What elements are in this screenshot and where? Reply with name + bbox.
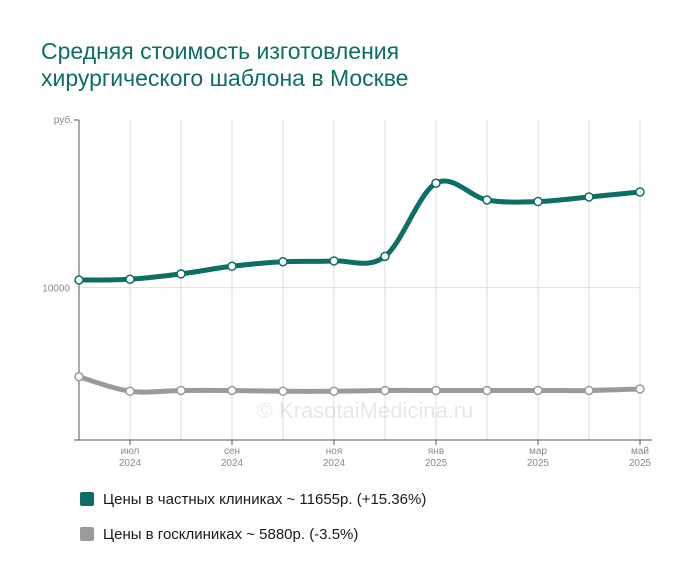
data-point-public [380,385,390,396]
data-point-public [584,385,594,396]
x-tick-label-month: янв [428,446,444,457]
x-tick-label-month: мар [529,446,547,457]
legend-label-private: Цены в частных клиниках ~ 11655р. (+15.3… [103,490,427,508]
x-tick-label-year: 2024 [221,458,244,469]
data-point-private [176,269,186,279]
x-tick-label-year: 2024 [119,458,142,469]
data-point-private [329,256,339,266]
data-point-private [431,178,441,188]
x-tick-label-month: июл [121,446,140,457]
chart-title-line-1: Средняя стоимость изготовления [41,38,400,64]
x-tick-label-month: ноя [326,446,343,457]
x-tick-label-year: 2024 [323,458,346,469]
data-point-private [74,275,84,285]
data-point-public [482,385,492,396]
x-tick-label-year: 2025 [527,458,550,469]
data-point-private [584,192,594,202]
legend-swatch-public [80,527,94,541]
x-tick-label-year: 2025 [629,458,652,469]
data-point-public [176,385,186,396]
data-point-public [431,385,441,396]
data-point-public [635,384,645,394]
data-point-private [533,196,543,207]
x-tick-label-month: май [631,446,649,457]
y-axis-unit-label: руб. [54,114,73,126]
chart-title: Средняя стоимость изготовления хирургиче… [41,38,408,92]
data-point-public [329,386,339,396]
x-tick-label-month: сен [224,446,240,457]
series-line-public [76,374,643,395]
data-point-public [125,386,135,396]
data-point-public [533,385,543,396]
data-point-private [635,187,645,197]
legend-label-public: Цены в госклиниках ~ 5880р. (-3.5%) [103,525,359,543]
data-point-private [227,261,237,272]
data-point-public [74,372,84,382]
data-point-private [380,251,390,262]
data-point-private [125,274,135,284]
legend-item-public[interactable]: Цены в госклиниках ~ 5880р. (-3.5%) [80,523,426,545]
chart-title-line-2: хирургического шаблона в Москве [41,65,409,91]
data-point-private [278,256,288,267]
watermark-text: © KrasotaiMedicina.ru [257,398,474,423]
legend-swatch-private [80,492,94,506]
chart-legend: Цены в частных клиниках ~ 11655р. (+15.3… [80,488,426,558]
legend-item-private[interactable]: Цены в частных клиниках ~ 11655р. (+15.3… [80,488,426,510]
data-point-private [482,195,492,205]
y-tick-label: 10000 [42,284,70,295]
x-tick-label-year: 2025 [425,458,448,469]
series-line-private [76,178,643,283]
data-point-public [278,386,288,396]
line-chart: руб.10000июл2024сен2024ноя2024янв2025мар… [42,114,652,469]
data-point-public [227,385,237,396]
